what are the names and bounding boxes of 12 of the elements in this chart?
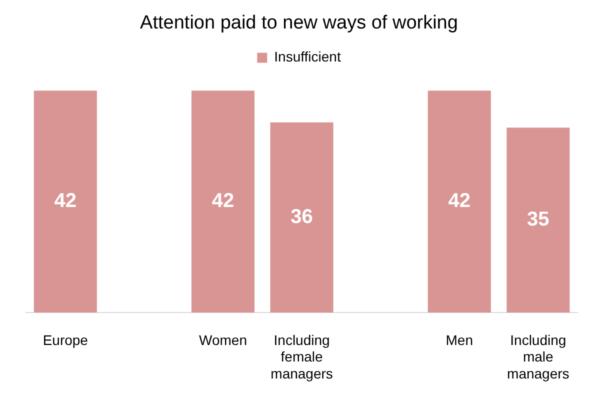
x-tick-label: Europe xyxy=(42,332,88,348)
x-tick-label: Including male managers xyxy=(507,332,570,382)
chart-title: Attention paid to new ways of working xyxy=(140,12,458,34)
data-label: 35 xyxy=(527,208,550,231)
data-label: 42 xyxy=(448,190,470,212)
data-label: 42 xyxy=(212,190,234,212)
legend-label: Insufficient xyxy=(274,48,341,65)
data-label: 42 xyxy=(54,190,77,212)
data-label: 36 xyxy=(290,206,313,228)
x-tick-label: Men xyxy=(446,332,473,348)
x-tick-label: Women xyxy=(198,332,247,348)
x-tick-label: Including female managers xyxy=(270,332,333,382)
